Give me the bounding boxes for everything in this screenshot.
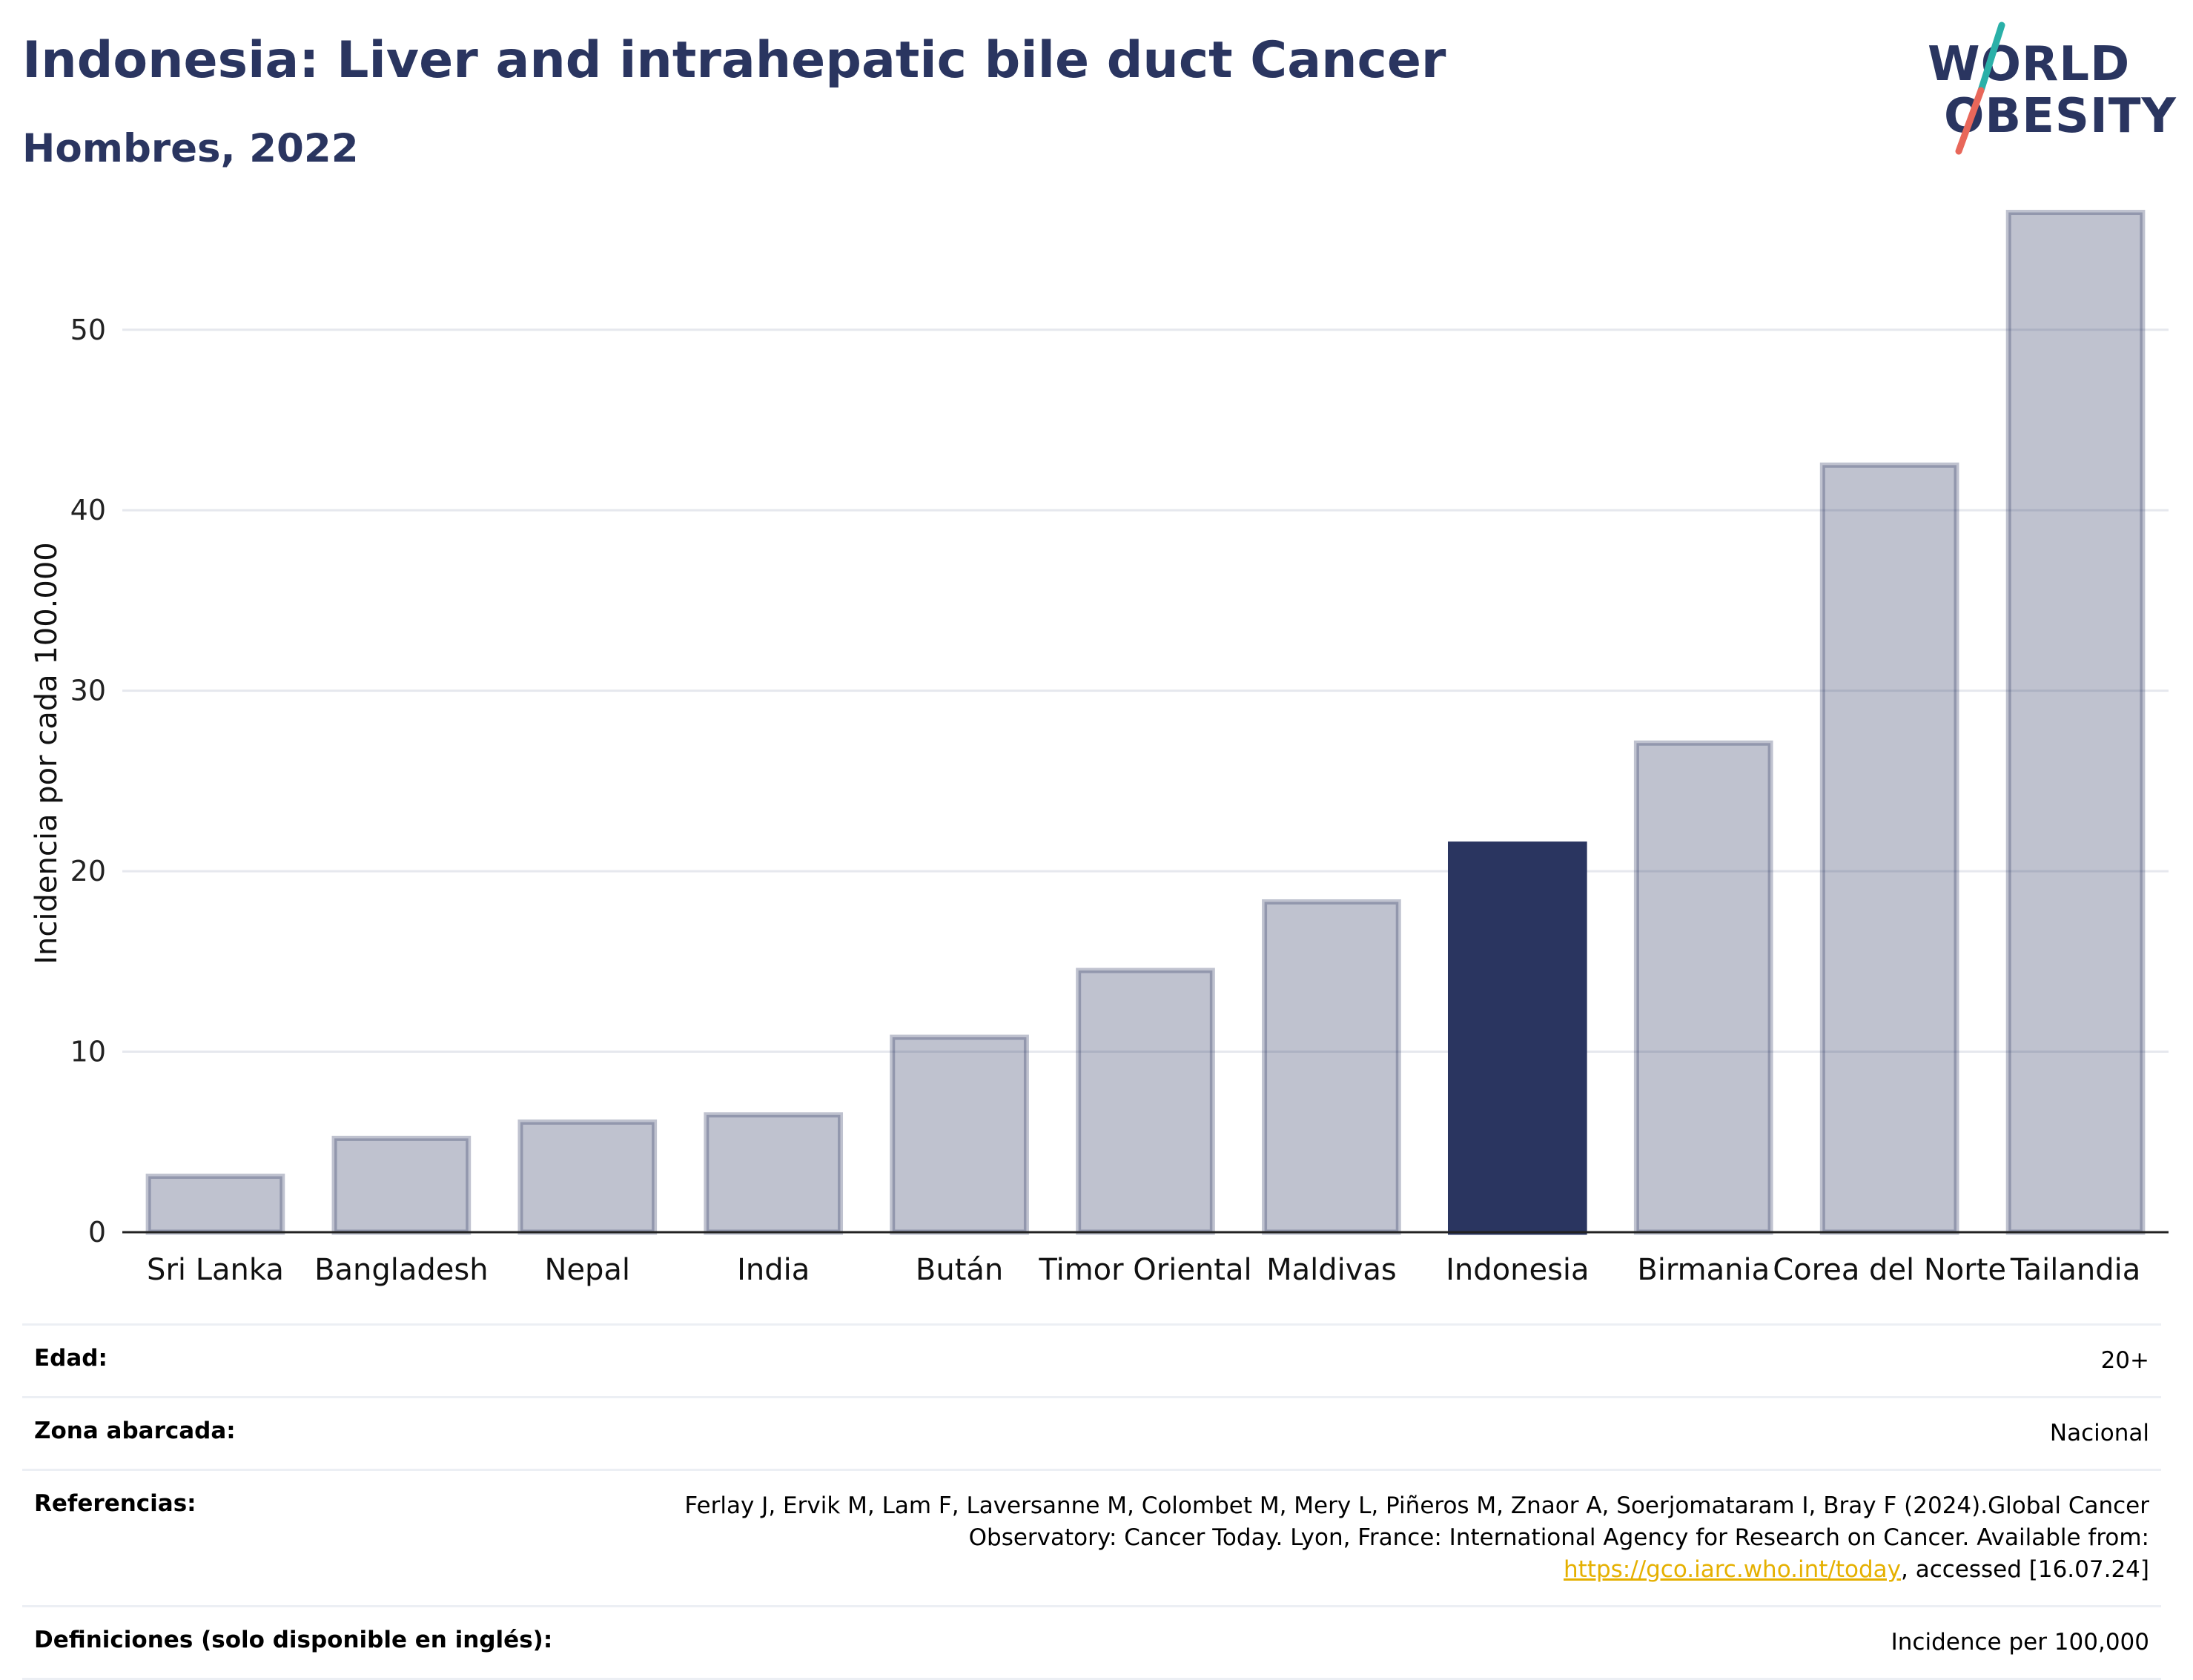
metadata-table: Edad: 20+ Zona abarcada: Nacional Refere…	[22, 1323, 2161, 1680]
x-tick-label: Bután	[916, 1253, 1003, 1287]
meta-label: Edad:	[34, 1345, 108, 1372]
x-tick-label: Timor Oriental	[1038, 1253, 1251, 1287]
bar	[331, 1135, 472, 1235]
x-tick-label: Maldivas	[1266, 1253, 1397, 1287]
meta-row-definitions: Definiciones (solo disponible en inglés)…	[22, 1605, 2161, 1680]
x-tick-label: Nepal	[544, 1253, 630, 1287]
y-tick-label: 40	[70, 494, 106, 526]
x-tick-label: Indonesia	[1446, 1253, 1589, 1287]
logo-line-2: OBESITY	[1944, 89, 2177, 144]
y-tick-label: 30	[70, 675, 106, 707]
bar	[1262, 899, 1401, 1235]
y-tick-label: 20	[70, 855, 106, 887]
bar-chart: 0 10 20 30 40 50 Sri Lanka Bangladesh Nepal India…	[30, 210, 2169, 1287]
reference-text: Ferlay J, Ervik M, Lam F, Laversanne M, …	[684, 1492, 2149, 1551]
meta-row-area: Zona abarcada: Nacional	[22, 1396, 2161, 1469]
bar	[517, 1119, 658, 1235]
logo-line-1: WORLD	[1928, 37, 2131, 92]
bar	[1076, 968, 1215, 1235]
x-tick-label: Birmania	[1637, 1253, 1770, 1287]
bar	[1633, 740, 1773, 1235]
bar	[1447, 841, 1587, 1235]
meta-row-references: Referencias: Ferlay J, Ervik M, Lam F, L…	[22, 1469, 2161, 1605]
bar	[1819, 462, 1959, 1235]
meta-label: Referencias:	[34, 1490, 196, 1517]
meta-label: Zona abarcada:	[34, 1418, 236, 1444]
meta-value: Nacional	[2049, 1420, 2149, 1446]
bar	[890, 1034, 1029, 1235]
meta-value-references: Ferlay J, Ervik M, Lam F, Laversanne M, …	[622, 1490, 2149, 1586]
meta-row-age: Edad: 20+	[22, 1323, 2161, 1396]
y-tick-label: 10	[70, 1036, 106, 1068]
reference-text-end: , accessed [16.07.24]	[1900, 1556, 2149, 1583]
meta-label: Definiciones (solo disponible en inglés)…	[34, 1627, 553, 1653]
x-tick-label: Sri Lanka	[147, 1253, 284, 1287]
y-tick-label: 50	[70, 314, 106, 346]
reference-link[interactable]: https://gco.iarc.who.int/today	[1564, 1556, 1901, 1583]
meta-value: Incidence per 100,000	[1891, 1629, 2149, 1656]
meta-value: 20+	[2100, 1347, 2149, 1374]
logo-slash-icon	[1955, 22, 2005, 155]
bar	[704, 1112, 844, 1235]
x-tick-label: Corea del Norte	[1773, 1253, 2006, 1287]
y-tick-label: 0	[88, 1216, 106, 1249]
x-tick-label: India	[737, 1253, 810, 1287]
bar	[145, 1174, 285, 1235]
x-tick-label: Tailandia	[2010, 1253, 2140, 1287]
chart-title: Indonesia: Liver and intrahepatic bile d…	[22, 31, 1446, 90]
bar	[2005, 210, 2146, 1235]
y-axis-label: Incidencia por cada 100.000	[30, 542, 64, 965]
world-obesity-logo: WORLD OBESITY	[1928, 21, 2180, 162]
chart-subtitle: Hombres, 2022	[22, 126, 359, 171]
x-tick-label: Bangladesh	[314, 1253, 489, 1287]
